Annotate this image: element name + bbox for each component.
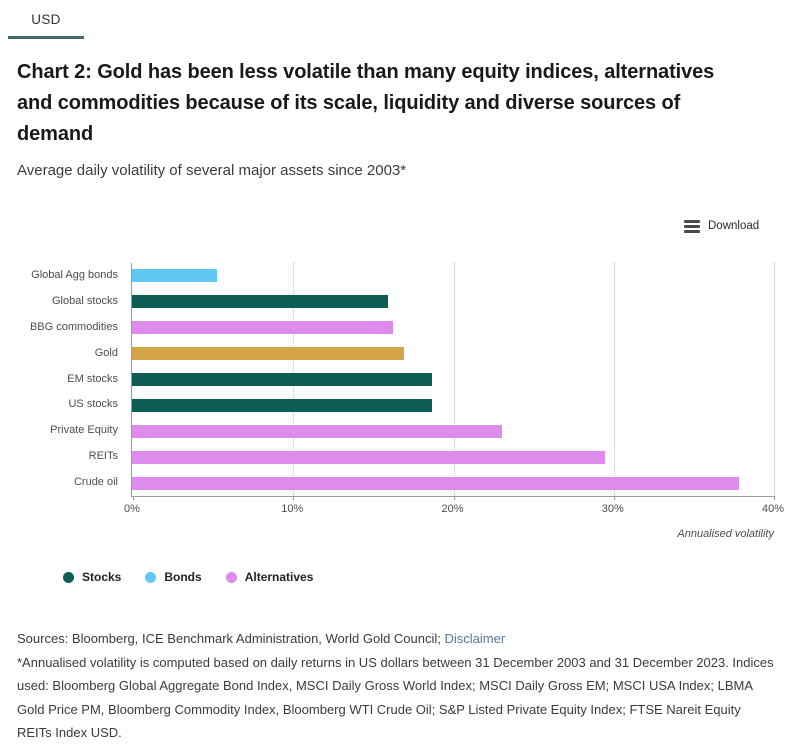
legend-dot-alternatives [225,571,237,583]
legend-item-alternatives[interactable]: Alternatives [225,570,314,584]
legend-dot-stocks [63,571,74,583]
footnote-text: *Annualised volatility is computed based… [17,654,774,741]
x-tick-label-30: 30% [601,503,624,515]
category-label-gold: Gold [94,346,118,359]
disclaimer-link[interactable]: Disclaimer [444,631,506,646]
legend-item-bonds[interactable]: Bonds [145,570,202,584]
bar-global-agg-bonds[interactable] [132,269,217,283]
y-axis-line [131,263,132,497]
category-label-em-stocks: EM stocks [67,372,118,385]
category-label-global-agg-bonds: Global Agg bonds [31,269,118,281]
footer: Sources: Bloomberg, ICE Benchmark Admini… [17,627,775,744]
x-tick-label-40: 40% [761,503,785,515]
hamburger-menu-icon [684,219,700,233]
x-tick-label-0: 0% [124,503,140,515]
bar-us-stocks[interactable] [132,398,432,412]
x-tickmark-0 [132,496,134,500]
gridline-30 [613,263,615,496]
download-button[interactable]: Download [684,216,759,236]
x-axis-line [131,496,774,497]
sources-text: Sources: Bloomberg, ICE Benchmark Admini… [17,631,445,646]
x-axis-caption: Annualised volatility [677,528,774,540]
currency-tab-label: USD [31,11,61,27]
bar-global-stocks[interactable] [132,295,389,309]
legend-label-stocks: Stocks [82,570,122,584]
x-tick-label-20: 20% [441,503,464,515]
chart-subtitle: Average daily volatility of several majo… [17,162,407,179]
bar-em-stocks[interactable] [132,373,432,386]
x-tickmark-20 [453,496,455,500]
gridline-20 [453,263,455,496]
x-tick-label-10: 10% [281,503,304,515]
bar-crude-oil[interactable] [132,476,740,490]
x-tickmark-40 [773,496,775,500]
legend-item-stocks[interactable]: Stocks [63,570,121,584]
download-label: Download [708,220,760,232]
category-label-us-stocks: US stocks [68,398,118,411]
legend-label-alternatives: Alternatives [244,570,314,584]
category-label-private-equity: Private Equity [50,424,118,437]
category-label-global-stocks: Global stocks [51,294,118,307]
chart-legend: Stocks Bonds Alternatives [63,570,313,584]
bar-bbg-commodities[interactable] [132,321,394,335]
sources-line: Sources: Bloomberg, ICE Benchmark Admini… [17,627,775,651]
bar-reits[interactable] [132,450,605,464]
currency-tab-usd[interactable]: USD [8,0,84,38]
legend-label-bonds: Bonds [164,570,202,584]
category-label-bbg-commodities: BBG commodities [29,320,118,333]
bar-private-equity[interactable] [132,424,503,438]
chart-title: Chart 2: Gold has been less volatile tha… [17,61,715,145]
active-tab-underline [8,36,84,39]
category-label-crude-oil: Crude oil [73,476,118,489]
gridline-40 [773,263,775,496]
legend-dot-bonds [145,571,157,583]
bar-gold[interactable] [132,347,405,361]
category-label-reits: REITs [88,450,118,463]
x-tickmark-10 [292,496,294,500]
x-tickmark-30 [613,496,615,500]
